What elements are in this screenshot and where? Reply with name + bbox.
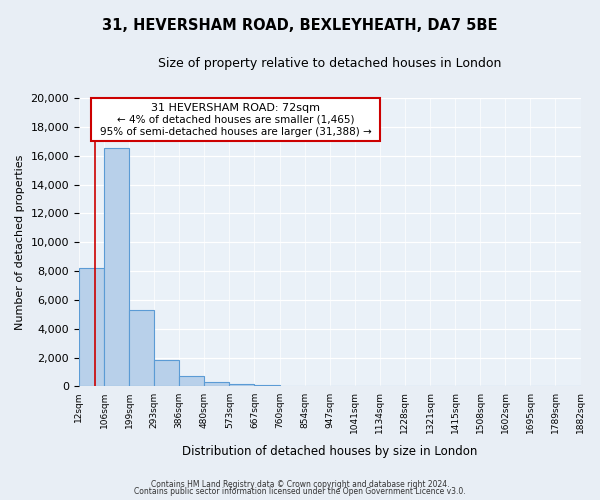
Bar — [254, 385, 280, 386]
Text: 31 HEVERSHAM ROAD: 72sqm: 31 HEVERSHAM ROAD: 72sqm — [151, 102, 320, 113]
Bar — [205, 382, 229, 386]
Bar — [79, 268, 104, 386]
Bar — [229, 384, 254, 386]
Text: 95% of semi-detached houses are larger (31,388) →: 95% of semi-detached houses are larger (… — [100, 127, 371, 137]
Bar — [91, 98, 380, 142]
X-axis label: Distribution of detached houses by size in London: Distribution of detached houses by size … — [182, 444, 478, 458]
Y-axis label: Number of detached properties: Number of detached properties — [15, 154, 25, 330]
Title: Size of property relative to detached houses in London: Size of property relative to detached ho… — [158, 58, 502, 70]
Bar — [104, 148, 129, 386]
Bar — [179, 376, 205, 386]
Text: Contains HM Land Registry data © Crown copyright and database right 2024.: Contains HM Land Registry data © Crown c… — [151, 480, 449, 489]
Bar — [129, 310, 154, 386]
Bar — [154, 360, 179, 386]
Text: 31, HEVERSHAM ROAD, BEXLEYHEATH, DA7 5BE: 31, HEVERSHAM ROAD, BEXLEYHEATH, DA7 5BE — [102, 18, 498, 32]
Text: ← 4% of detached houses are smaller (1,465): ← 4% of detached houses are smaller (1,4… — [117, 114, 355, 124]
Text: Contains public sector information licensed under the Open Government Licence v3: Contains public sector information licen… — [134, 488, 466, 496]
